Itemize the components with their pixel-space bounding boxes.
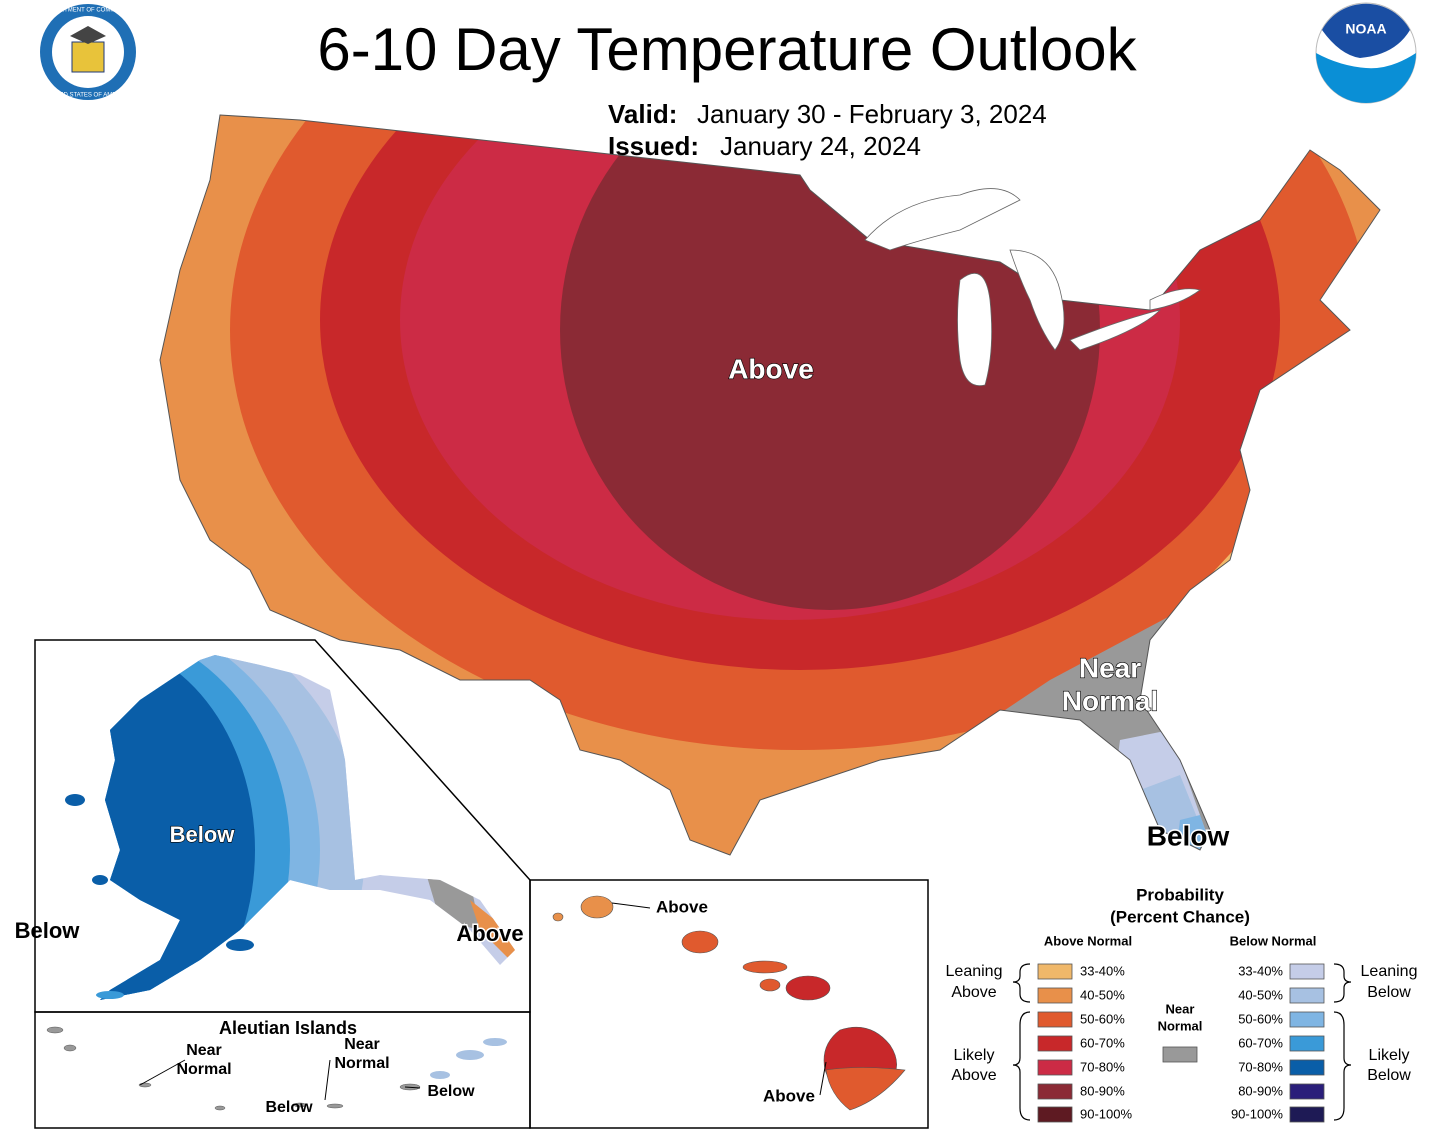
- region-label: Normal: [1062, 685, 1158, 716]
- island: [681, 930, 719, 954]
- region-label: Near: [186, 1042, 222, 1059]
- legend-group: Leaning: [946, 963, 1003, 980]
- region-label: Normal: [176, 1061, 231, 1078]
- island: [552, 912, 564, 922]
- band: [1170, 815, 1230, 855]
- island: [759, 978, 781, 992]
- legend-swatch: [1289, 1011, 1325, 1028]
- island: [742, 960, 788, 974]
- legend-range: 33-40%: [1080, 963, 1125, 978]
- legend-swatch: [1037, 1083, 1073, 1100]
- legend-swatch: [1037, 1106, 1073, 1123]
- legend-group: Below: [1367, 984, 1411, 1001]
- legend-range: 70-80%: [1238, 1059, 1283, 1074]
- island: [96, 991, 124, 999]
- legend-range: 50-60%: [1080, 1011, 1125, 1026]
- island: [483, 1038, 507, 1046]
- legend-range: 90-100%: [1231, 1106, 1283, 1121]
- legend-range: 60-70%: [1080, 1035, 1125, 1050]
- region-label: Near: [1079, 652, 1141, 683]
- legend-swatch: [1037, 987, 1073, 1004]
- legend-group: Above: [951, 1067, 996, 1084]
- band: [470, 900, 515, 970]
- hawaii-islands: [552, 895, 906, 1111]
- region-label: Near: [344, 1036, 380, 1053]
- issued-date: January 24, 2024: [720, 131, 921, 161]
- island: [430, 1071, 450, 1079]
- island: [825, 1067, 906, 1111]
- legend-range: 40-50%: [1238, 987, 1283, 1002]
- legend-swatch: [1037, 1011, 1073, 1028]
- legend-range: 90-100%: [1080, 1106, 1132, 1121]
- legend-range: 80-90%: [1080, 1083, 1125, 1098]
- title: 6-10 Day Temperature Outlook: [317, 16, 1137, 83]
- legend-swatch: [1289, 963, 1325, 980]
- commerce-seal: DEPARTMENT OF COMMERCE UNITED STATES OF …: [40, 4, 136, 100]
- inset-title: Aleutian Islands: [219, 1018, 357, 1038]
- seal-text: DEPARTMENT OF COMMERCE: [44, 8, 132, 14]
- legend-group: Above: [951, 984, 996, 1001]
- region-label: Below: [15, 918, 81, 943]
- region-label: Above: [656, 897, 708, 916]
- valid-label: Valid:: [608, 99, 677, 129]
- legend-label: Near: [1166, 1001, 1195, 1016]
- legend-title: (Percent Chance): [1110, 907, 1250, 926]
- aleutian-islands-east: [430, 1038, 507, 1079]
- noaa-text: NOAA: [1345, 21, 1386, 37]
- legend-group: Likely: [1369, 1047, 1410, 1064]
- seal-text: UNITED STATES OF AMERICA: [45, 93, 130, 99]
- leader-lines: [139, 1059, 421, 1101]
- region-label: Below: [427, 1083, 475, 1100]
- region-label: Below: [170, 822, 236, 847]
- region-label: Below: [1147, 820, 1230, 851]
- valid-dates: January 30 - February 3, 2024: [697, 99, 1047, 129]
- legend-title: Probability: [1136, 885, 1224, 904]
- legend-group: Below: [1367, 1067, 1411, 1084]
- hawaii-box: [529, 879, 929, 1129]
- legend-group: Leaning: [1361, 963, 1418, 980]
- legend-label: Normal: [1158, 1018, 1203, 1033]
- legend-group: Likely: [954, 1047, 995, 1064]
- legend-braces: [1012, 963, 1352, 1121]
- region-label: Normal: [334, 1055, 389, 1072]
- band: [100, 655, 255, 1000]
- island: [65, 794, 85, 806]
- legend-swatch: [1037, 963, 1073, 980]
- aleutian-islands: [46, 1026, 421, 1111]
- legend-swatch: [1289, 1035, 1325, 1052]
- region-label: Above: [728, 353, 814, 384]
- legend-swatch: [1037, 1035, 1073, 1052]
- legend-range: 60-70%: [1238, 1035, 1283, 1050]
- island: [226, 939, 254, 951]
- legend-range: 70-80%: [1080, 1059, 1125, 1074]
- region-label: Above: [456, 921, 523, 946]
- alaska-islands: [65, 794, 254, 999]
- legend-swatch: [1037, 1059, 1073, 1076]
- legend-swatch: [1289, 987, 1325, 1004]
- legend-range: 33-40%: [1238, 963, 1283, 978]
- island: [785, 975, 831, 1001]
- legend-range: 50-60%: [1238, 1011, 1283, 1026]
- legend-swatch: [1289, 1106, 1325, 1123]
- noaa-logo: NOAA: [1315, 2, 1417, 104]
- legend-header: Below Normal: [1230, 933, 1317, 948]
- legend-swatch: [1289, 1083, 1325, 1100]
- island: [456, 1050, 484, 1060]
- region-label: Below: [265, 1099, 313, 1116]
- island: [92, 875, 108, 885]
- island: [580, 895, 614, 919]
- legend-swatch: [1162, 1046, 1198, 1063]
- legend-range: 80-90%: [1238, 1083, 1283, 1098]
- great-lakes: [864, 188, 1201, 387]
- legend-header: Above Normal: [1044, 933, 1132, 948]
- legend: Probability (Percent Chance) Above Norma…: [946, 885, 1418, 1123]
- leader-lines: [611, 902, 827, 1096]
- legend-range: 40-50%: [1080, 987, 1125, 1002]
- legend-swatch: [1289, 1059, 1325, 1076]
- region-label: Above: [763, 1086, 815, 1105]
